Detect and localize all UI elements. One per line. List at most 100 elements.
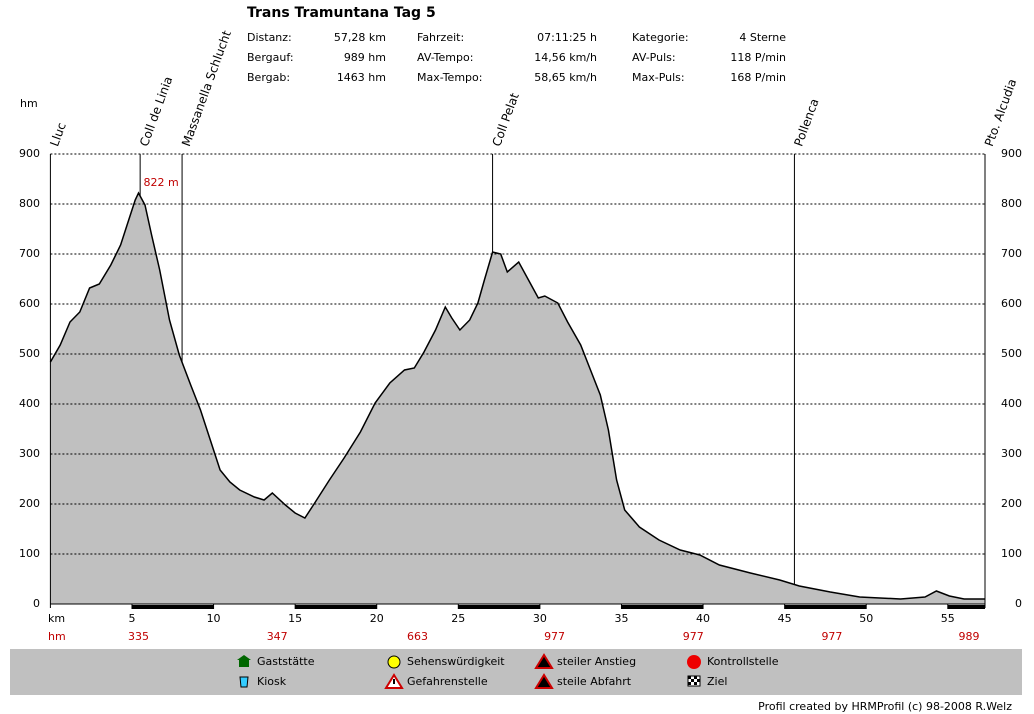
stat-value: 989 hm — [344, 51, 386, 64]
y-tick-label: 400 — [19, 397, 40, 410]
x-tick-label: 20 — [370, 612, 384, 625]
climb-value: 989 — [959, 630, 980, 643]
y-tick-label: 800 — [19, 197, 40, 210]
icon — [393, 679, 395, 684]
legend-icon — [687, 675, 701, 687]
y-tick-label: 600 — [19, 297, 40, 310]
stat-value: 07:11:25 h — [537, 31, 597, 44]
x-tick-label: 5 — [128, 612, 135, 625]
climb-value: 663 — [407, 630, 428, 643]
y-tick-label: 200 — [19, 497, 40, 510]
icon — [239, 660, 249, 667]
legend-icon — [534, 673, 554, 689]
legend-label: steile Abfahrt — [557, 675, 632, 688]
x-tick-label: 40 — [696, 612, 710, 625]
stat-label: Max-Puls: — [632, 71, 685, 84]
km-bar — [131, 605, 214, 609]
x-tick-label: 55 — [941, 612, 955, 625]
profile-line — [49, 191, 985, 600]
waypoint-label: Coll Pelat — [490, 91, 522, 148]
x-tick-label: 10 — [207, 612, 221, 625]
legend-icon — [687, 655, 701, 669]
legend-label: Gefahrenstelle — [407, 675, 488, 688]
x-tick-label: 15 — [288, 612, 302, 625]
stat-value: 58,65 km/h — [534, 71, 597, 84]
stat-value: 118 P/min — [730, 51, 786, 64]
km-bar — [621, 605, 704, 609]
x-tick-label: 45 — [778, 612, 792, 625]
climb-value: 335 — [128, 630, 149, 643]
legend-icon — [534, 653, 554, 669]
y-tick-label: 100 — [19, 547, 40, 560]
stat-label: Bergab: — [247, 71, 290, 84]
peak-label: 822 m — [144, 176, 179, 189]
y-axis-label: hm — [20, 97, 38, 110]
stat-label: AV-Puls: — [632, 51, 676, 64]
x-tick-label: 50 — [859, 612, 873, 625]
stat-label: AV-Tempo: — [417, 51, 473, 64]
waypoint-label: Coll de Linia — [137, 75, 175, 149]
y-tick-label-right: 100 — [1001, 547, 1022, 560]
legend-icon — [384, 673, 404, 689]
icon — [239, 676, 249, 688]
stat-value: 4 Sterne — [739, 31, 786, 44]
stat-label: Bergauf: — [247, 51, 294, 64]
km-bar — [295, 605, 377, 609]
legend-label: Ziel — [707, 675, 727, 688]
footer: Profil created by HRMProfil (c) 98-2008 … — [758, 700, 1012, 713]
stat-label: Max-Tempo: — [417, 71, 482, 84]
waypoint-label: Massanella Schlucht — [179, 28, 234, 148]
waypoint-label: Pollenca — [791, 97, 821, 149]
km-bar — [784, 605, 867, 609]
legend-label: Kontrollstelle — [707, 655, 779, 668]
legend-box — [10, 649, 1022, 695]
y-tick-label-right: 300 — [1001, 447, 1022, 460]
climb-value: 977 — [544, 630, 565, 643]
y-tick-label-right: 800 — [1001, 197, 1022, 210]
icon — [687, 655, 701, 669]
x-tick-label: 35 — [614, 612, 628, 625]
y-tick-label-right: 400 — [1001, 397, 1022, 410]
legend-label: Kiosk — [257, 675, 287, 688]
legend-label: Gaststätte — [257, 655, 315, 668]
stat-label: Kategorie: — [632, 31, 689, 44]
stat-value: 1463 hm — [337, 71, 386, 84]
y-tick-label-right: 600 — [1001, 297, 1022, 310]
km-bar — [458, 605, 540, 609]
y-tick-label: 0 — [33, 597, 40, 610]
stat-label: Fahrzeit: — [417, 31, 464, 44]
waypoint-label: Pto. Alcudia — [982, 77, 1019, 148]
icon — [387, 655, 401, 669]
x-axis-label: km — [48, 612, 65, 625]
y-tick-label-right: 0 — [1015, 597, 1022, 610]
x-tick-label: 30 — [533, 612, 547, 625]
legend-icon — [239, 676, 249, 688]
y-tick-label-right: 200 — [1001, 497, 1022, 510]
stat-value: 168 P/min — [730, 71, 786, 84]
chart-title: Trans Tramuntana Tag 5 — [247, 5, 436, 21]
waypoint-label: Lluc — [47, 121, 68, 149]
profile-area — [50, 193, 985, 604]
legend-icon — [387, 655, 401, 669]
km-bar — [947, 605, 985, 609]
y-tick-label-right: 500 — [1001, 347, 1022, 360]
legend-label: Sehenswürdigkeit — [407, 655, 505, 668]
icon — [237, 655, 251, 660]
y-tick-label-right: 700 — [1001, 247, 1022, 260]
climb-value: 977 — [821, 630, 842, 643]
climb-row-label: hm — [48, 630, 66, 643]
climb-value: 977 — [683, 630, 704, 643]
icon — [688, 676, 700, 685]
x-tick-label: 25 — [451, 612, 465, 625]
stat-value: 57,28 km — [334, 31, 386, 44]
y-tick-label: 700 — [19, 247, 40, 260]
y-tick-label: 300 — [19, 447, 40, 460]
climb-value: 347 — [267, 630, 288, 643]
stat-value: 14,56 km/h — [534, 51, 597, 64]
y-tick-label-right: 900 — [1001, 147, 1022, 160]
icon — [534, 653, 554, 669]
y-tick-label: 500 — [19, 347, 40, 360]
legend-icon — [237, 655, 251, 667]
stat-label: Distanz: — [247, 31, 292, 44]
